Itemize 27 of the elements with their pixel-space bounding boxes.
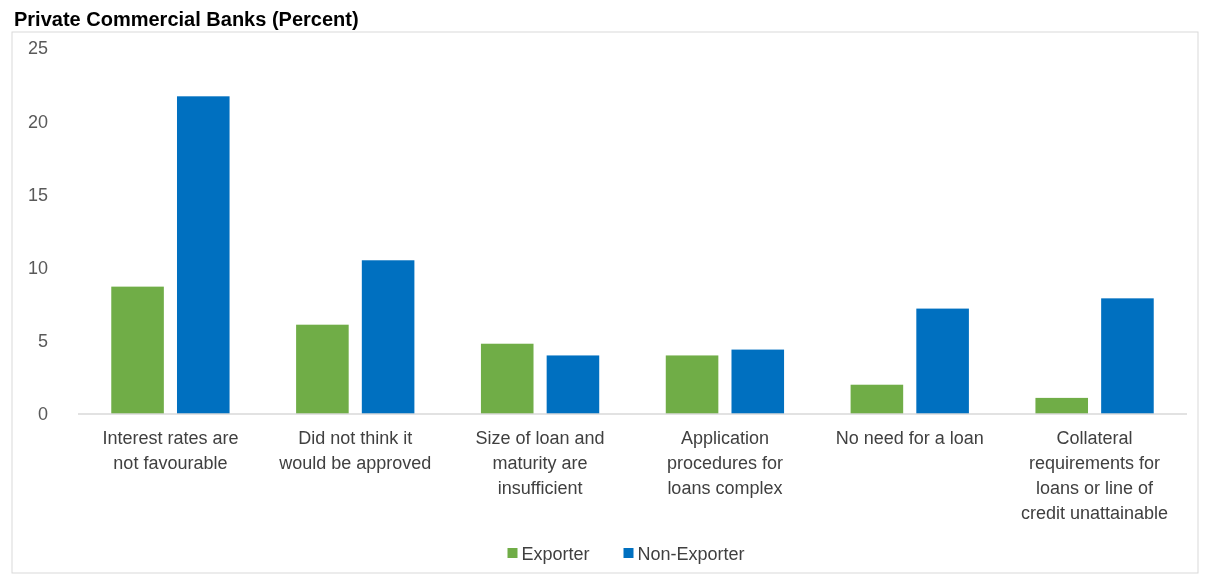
legend-label: Exporter [521,544,590,565]
y-tick-label: 0 [37,404,48,425]
bar [850,384,904,414]
y-tick-label: 20 [27,111,48,132]
y-tick-label: 25 [27,38,48,59]
legend-label: Non-Exporter [637,544,745,565]
bar [1101,298,1154,414]
bar [296,324,349,414]
chart-title: Private Commercial Banks (Percent) [14,8,359,30]
bar [1035,397,1089,414]
bar [111,286,164,414]
y-tick-label: 10 [27,257,48,278]
bar [176,96,230,414]
x-tick-label: Application procedures for loans complex [666,428,783,498]
x-tick-label: No need for a loan [835,428,984,448]
x-tick-label: Collateral requirements for loans or line of credit unattainable [1021,428,1169,523]
bar [731,349,785,414]
y-tick-label: 5 [37,331,48,352]
x-tick-label: Size of loan and maturity are insufficient [475,428,605,498]
bar [361,260,415,414]
bar [546,355,600,414]
y-tick-label: 15 [27,184,48,205]
bar [665,355,719,414]
x-tick-label: Did not think it would be approved [278,428,432,473]
bar [480,343,534,414]
bar [916,308,969,414]
x-tick-label: Interest rates are not favourable [102,428,239,473]
